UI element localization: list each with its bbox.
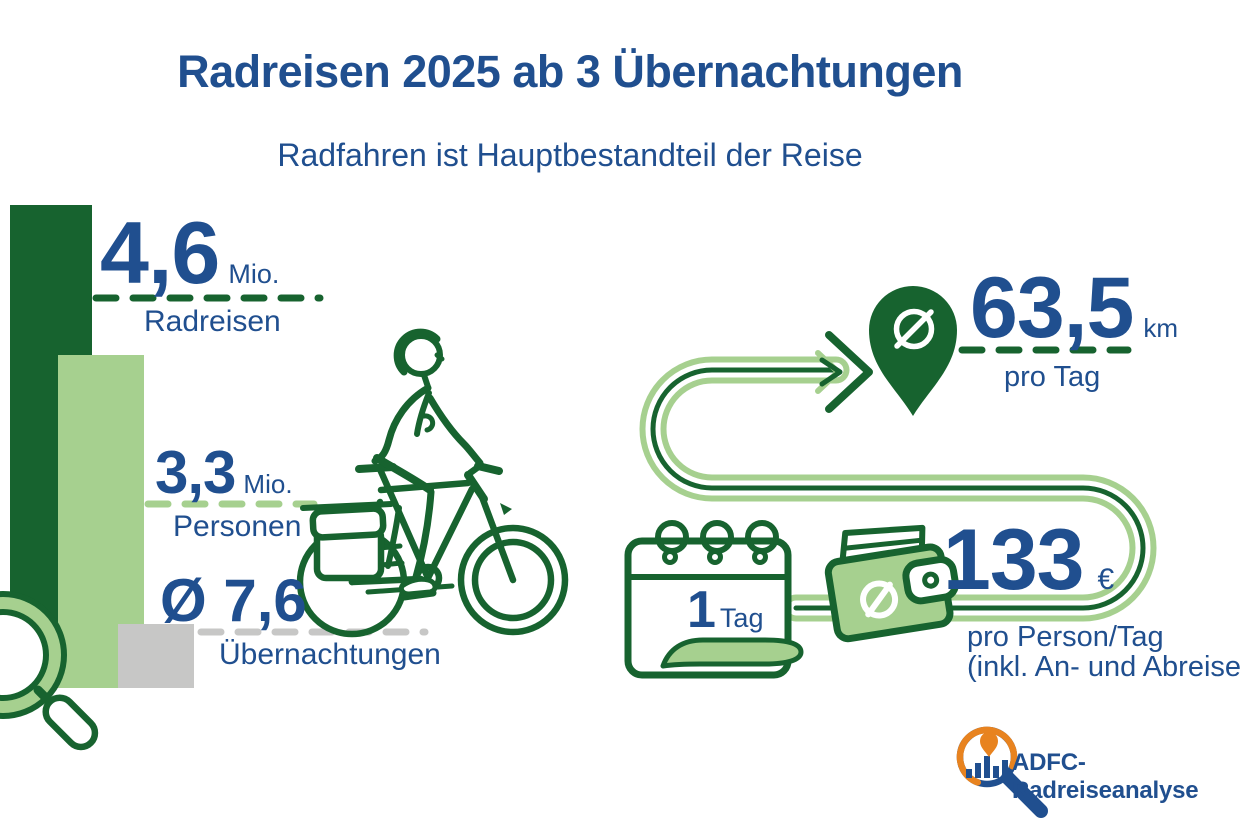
average-icon: [860, 580, 899, 619]
route-path: [639, 356, 1157, 622]
front-wheel: [457, 524, 569, 636]
page-subtitle: Radfahren ist Hauptbestandteil der Reise: [277, 137, 863, 173]
bicycle-rider-icon: [296, 328, 569, 638]
stat-dauer-unit: Tag: [719, 603, 764, 633]
wallet-icon: [824, 524, 959, 643]
stat-kosten-label-line1: pro Person/Tag: [967, 621, 1164, 653]
stat-personen-unit: Mio.: [243, 469, 293, 499]
bar-uebernachtungen: [118, 624, 194, 688]
rider-shoe: [398, 576, 438, 597]
page-title: Radreisen 2025 ab 3 Übernachtungen: [177, 46, 963, 97]
logo-bars: [966, 756, 1008, 778]
calendar-rings: [655, 520, 779, 565]
stat-personen-value: 3,3 Mio.: [155, 439, 293, 506]
adfc-logo-label: ADFC-Radreiseanalyse: [1012, 749, 1199, 804]
stat-radreisen-value: 4,6 Mio.: [100, 203, 280, 302]
dashed-lines: [92, 294, 1132, 636]
logo-pin: [980, 732, 998, 757]
front-wheel-rim: [471, 538, 555, 622]
stat-personen-label: Personen: [173, 510, 302, 543]
average-icon: [893, 308, 935, 350]
stat-uebernachtungen-value: Ø 7,6: [160, 567, 307, 634]
adfc-logo-icon: [956, 726, 1048, 818]
stat-distanz-value: 63,5 km: [970, 260, 1179, 356]
stat-distanz-unit: km: [1143, 313, 1179, 343]
map-pin-icon: [869, 286, 957, 416]
stat-radreisen-unit: Mio.: [228, 259, 280, 289]
stat-kosten-value: 133 €: [943, 512, 1115, 608]
rider: [371, 328, 484, 597]
stat-distanz-label: pro Tag: [1004, 361, 1101, 393]
rider-head: [399, 333, 443, 377]
stat-kosten-unit: €: [1097, 563, 1115, 596]
wallet-button: [922, 571, 940, 589]
stat-kosten-label-line2: (inkl. An- und Abreise): [967, 651, 1240, 683]
stat-kosten-label: pro Person/Tag (inkl. An- und Abreise): [967, 622, 1240, 682]
arrow-icon: [815, 331, 873, 413]
pannier-bag: [300, 501, 394, 582]
magnifier-icon: [0, 591, 99, 751]
calendar-page-curl: [660, 637, 804, 669]
stat-radreisen-label: Radreisen: [144, 305, 281, 338]
stat-dauer-value: 1 Tag: [687, 581, 764, 639]
front-light: [500, 503, 512, 515]
rider-hair: [393, 328, 441, 376]
calendar-icon: [624, 520, 804, 679]
stat-uebernachtungen-label: Übernachtungen: [219, 638, 441, 671]
